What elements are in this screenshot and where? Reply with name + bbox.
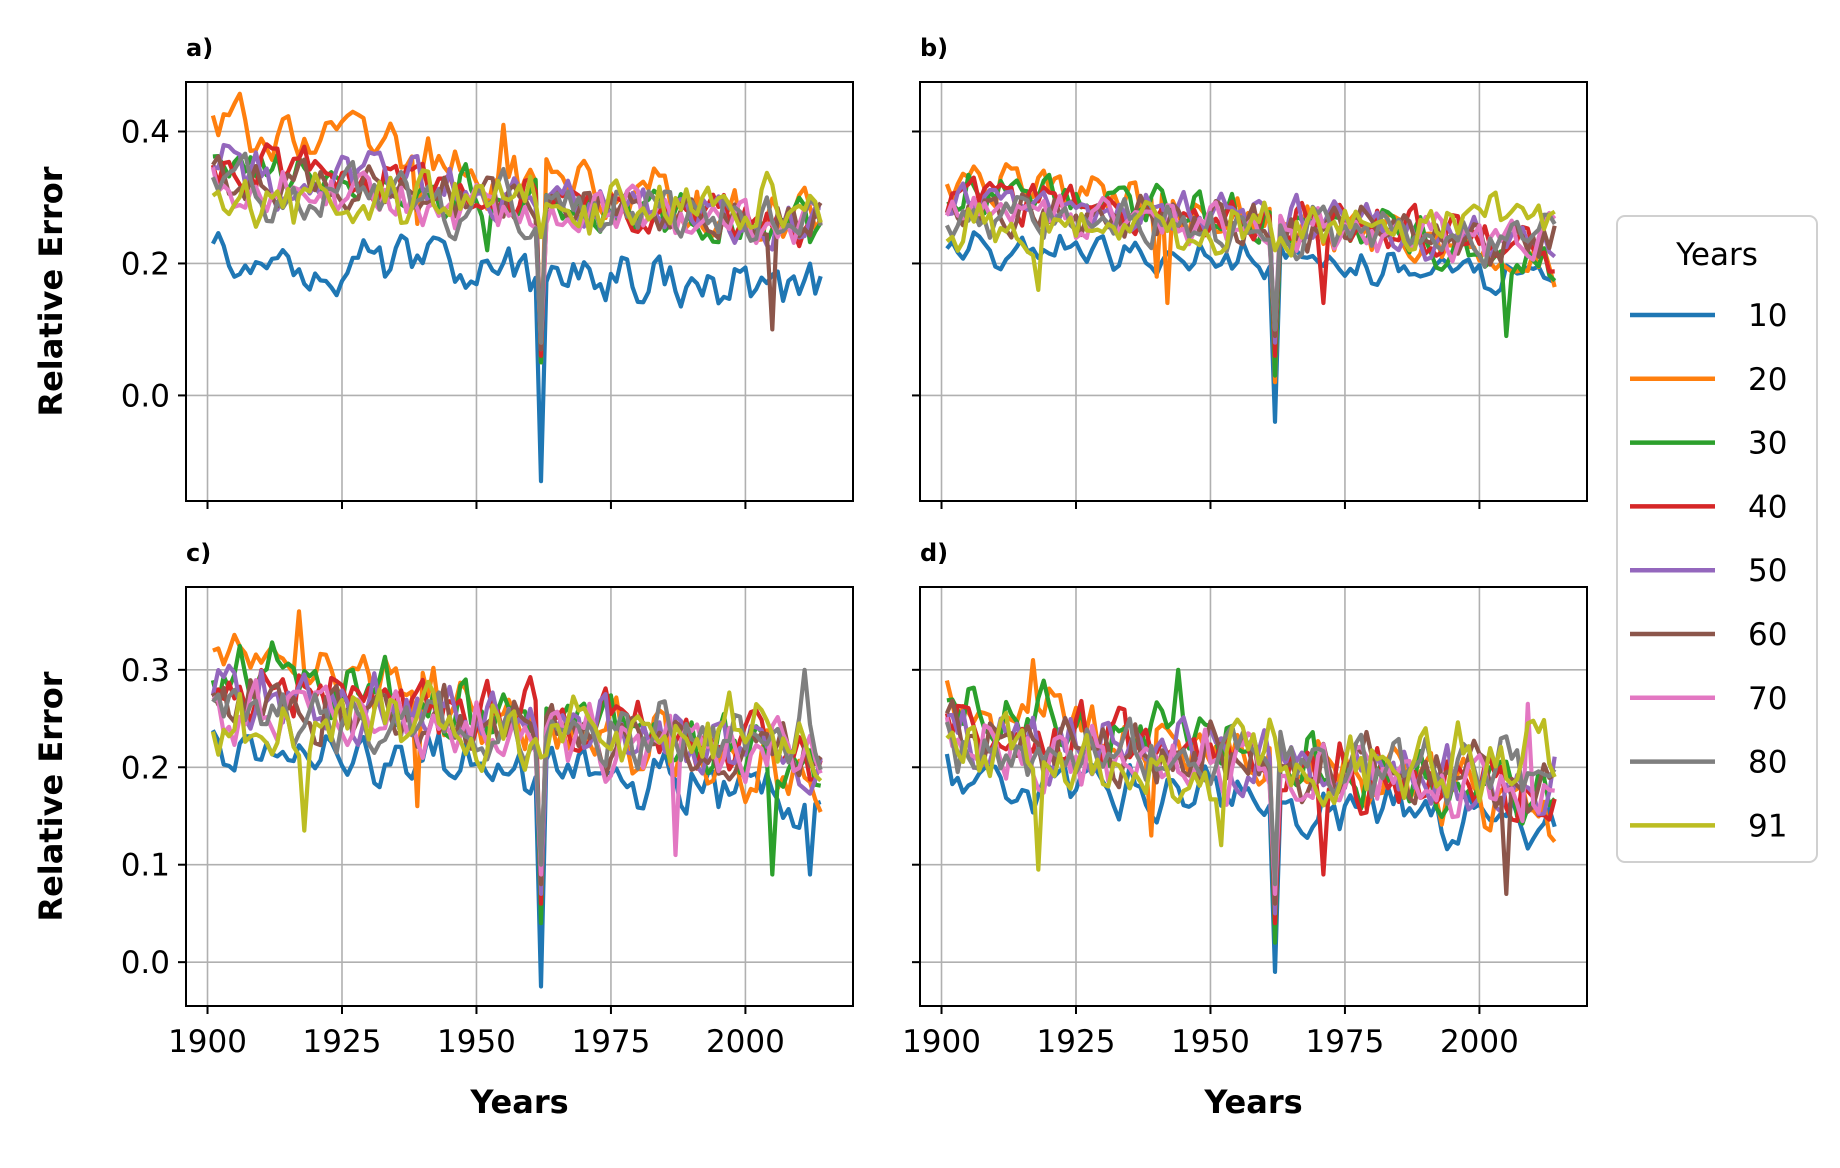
legend-label-40: 40: [1748, 489, 1787, 525]
x-tick-label: 1925: [303, 1024, 382, 1060]
x-tick-label: 1925: [1037, 1024, 1116, 1060]
x-tick-label: 1975: [571, 1024, 650, 1060]
series-line-91: [211, 168, 823, 240]
panel-c: 1900 1925 1950 1975 2000 0.0 0.1 0.2 0.3 c) Relati…: [32, 539, 854, 1121]
x-tick-label: 2000: [1440, 1024, 1519, 1060]
y-axis-title: Relative Error: [32, 166, 70, 416]
y-tick-label: 0.0: [121, 378, 170, 414]
series-line-30: [946, 667, 1557, 945]
panel-title: a): [186, 34, 213, 62]
y-tick-label: 0.2: [121, 750, 170, 786]
series-line-10: [211, 729, 822, 989]
y-tick-label: 0.3: [121, 653, 170, 689]
legend: Years 10 20 30 40 50 60 70 80 91: [1616, 215, 1818, 863]
legend-label-80: 80: [1748, 745, 1787, 781]
legend-label-10: 10: [1748, 298, 1787, 334]
legend-label-50: 50: [1748, 553, 1787, 589]
legend-label-20: 20: [1748, 362, 1787, 398]
legend-label-70: 70: [1748, 681, 1787, 717]
panel-title: c): [186, 539, 211, 567]
y-tick-label: 0.0: [121, 945, 170, 981]
x-axis-title: Years: [1203, 1083, 1302, 1121]
axes-frame: [919, 81, 1588, 502]
series-group: [944, 162, 1557, 424]
series-line-91: [945, 190, 1556, 292]
series-line-91: [945, 710, 1557, 872]
panel-title: d): [920, 539, 948, 567]
legend-label-91: 91: [1748, 808, 1787, 844]
axes-frame: [185, 586, 854, 1007]
x-tick-label: 1975: [1305, 1024, 1384, 1060]
panel-b: b): [912, 34, 1588, 509]
y-tick-label: 0.4: [121, 114, 170, 150]
x-axis-title: Years: [469, 1083, 568, 1121]
series-group: [944, 657, 1557, 975]
series-line-91: [210, 679, 823, 833]
x-tick-label: 2000: [706, 1024, 785, 1060]
legend-label-30: 30: [1748, 426, 1787, 462]
series-group: [210, 609, 823, 989]
y-axis-title: Relative Error: [32, 671, 70, 921]
panel-title: b): [920, 34, 948, 62]
series-line-10: [945, 230, 1556, 424]
axes-frame: [185, 81, 854, 502]
legend-entries: 10 20 30 40 50 60 70 80 91: [1630, 298, 1787, 844]
y-tick-label: 0.1: [121, 848, 170, 884]
panel-d: 1900 1925 1950 1975 2000 d) Years: [902, 539, 1588, 1121]
series-line-80: [945, 195, 1557, 332]
x-tick-label: 1950: [1171, 1024, 1250, 1060]
x-tick-label: 1900: [168, 1024, 247, 1060]
series-group: [210, 91, 823, 484]
series-line-80: [210, 151, 823, 345]
panel-a: 0.0 0.2 0.4 a) Relative Error: [32, 34, 854, 509]
x-tick-label: 1950: [437, 1024, 516, 1060]
legend-label-60: 60: [1748, 617, 1787, 653]
axes-frame: [919, 586, 1588, 1007]
series-line-60: [210, 678, 823, 887]
x-tick-label: 1900: [902, 1024, 981, 1060]
legend-title: Years: [1675, 237, 1758, 273]
series-line-10: [211, 231, 823, 484]
y-tick-label: 0.2: [121, 246, 170, 282]
